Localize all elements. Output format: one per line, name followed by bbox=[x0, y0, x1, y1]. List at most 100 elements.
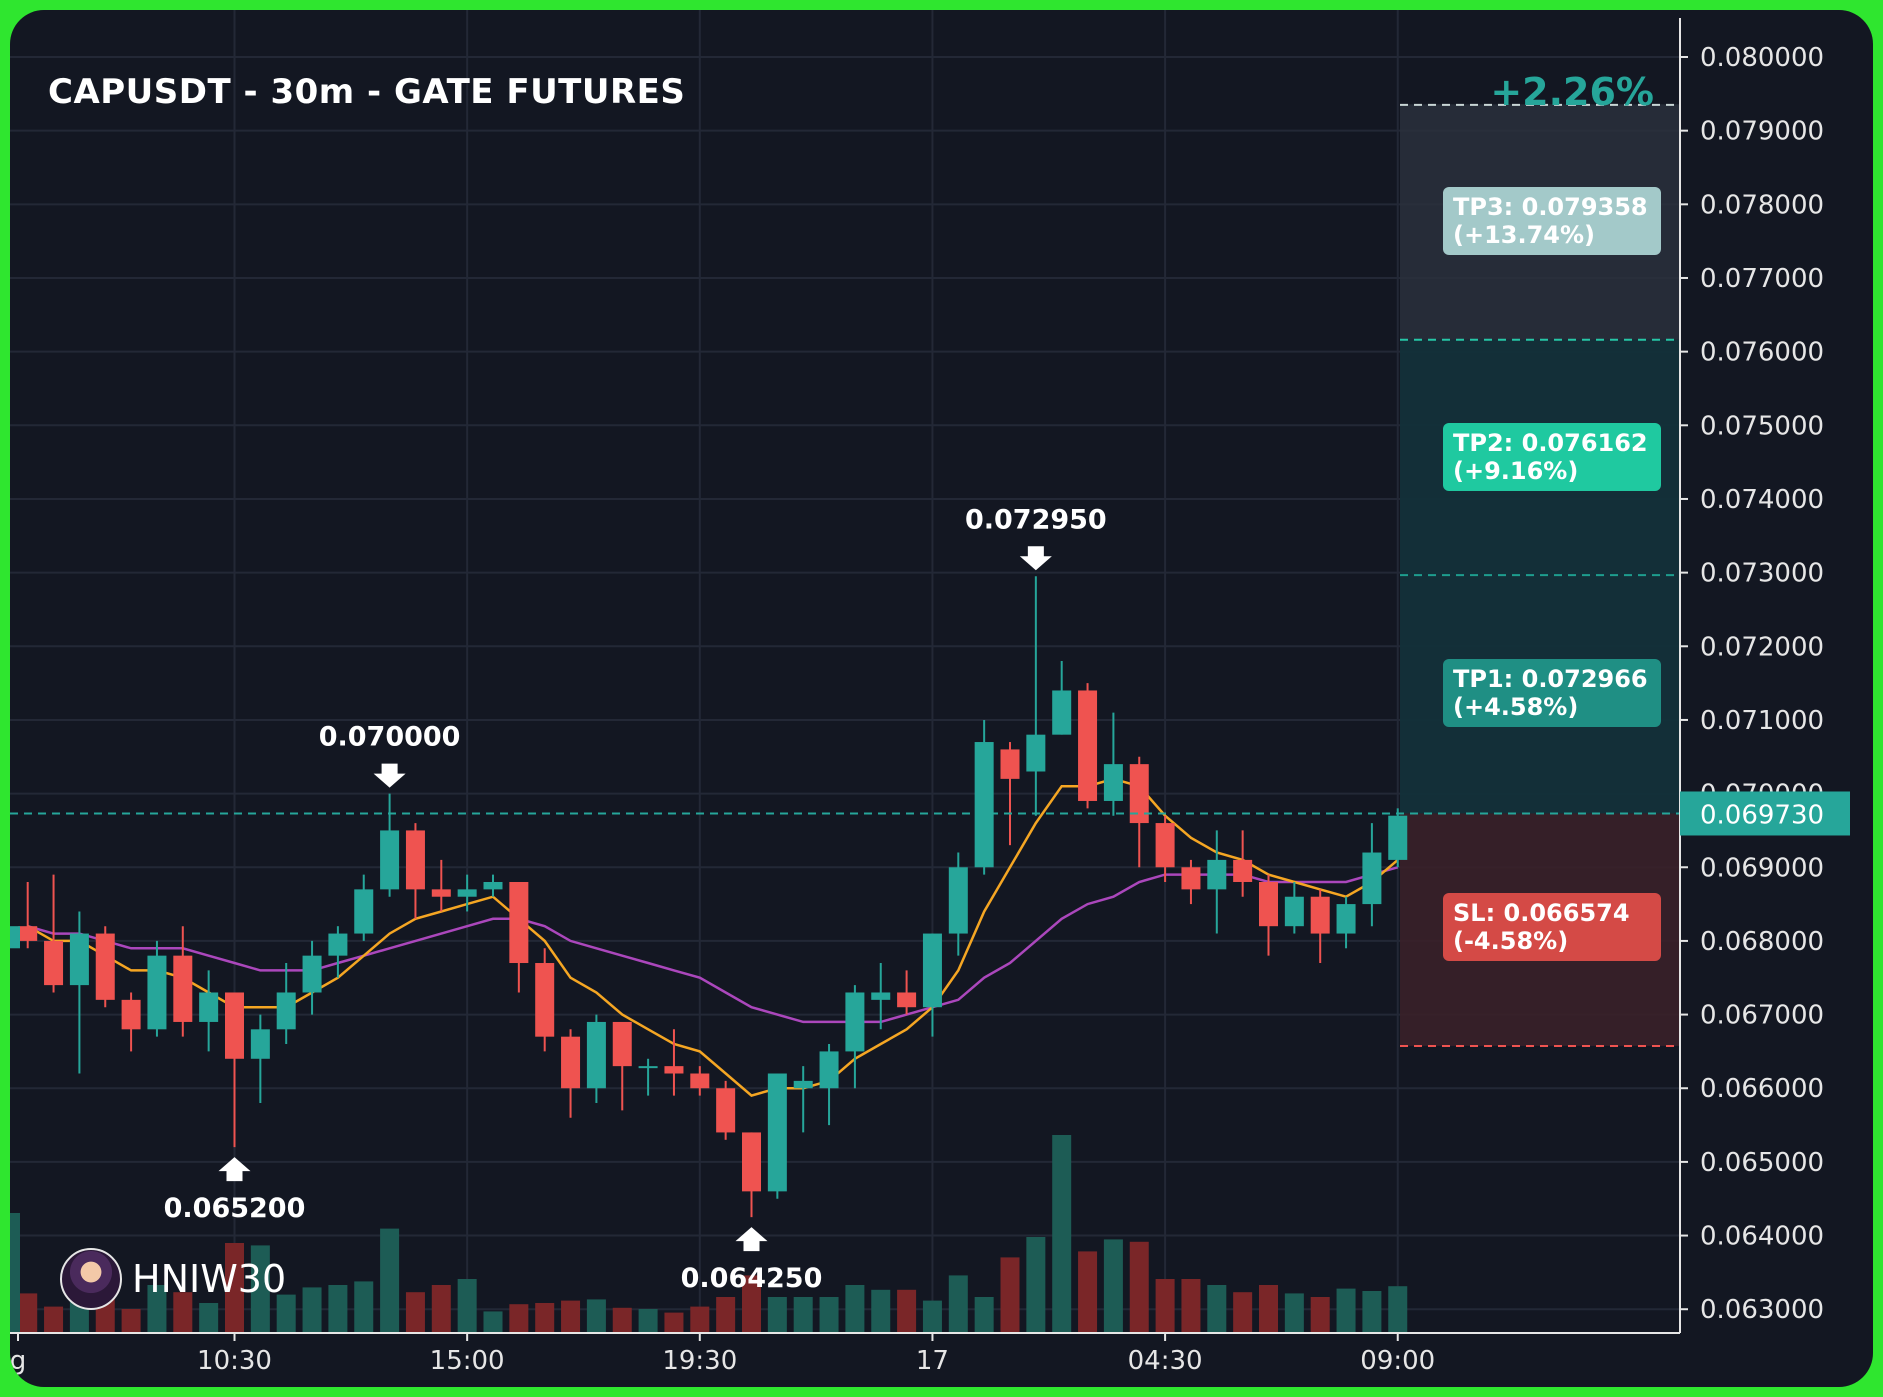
candle[interactable] bbox=[638, 1058, 658, 1096]
candle[interactable] bbox=[199, 970, 219, 1052]
x-tick-label: 04:30 bbox=[1128, 1346, 1203, 1376]
volume-bar bbox=[44, 1306, 64, 1333]
volume-bar bbox=[250, 1245, 270, 1333]
candle[interactable] bbox=[612, 1021, 632, 1111]
candle[interactable] bbox=[561, 1029, 581, 1118]
y-tick-label: 0.069000 bbox=[1700, 853, 1824, 883]
candle-body bbox=[1388, 815, 1408, 860]
candle[interactable] bbox=[1233, 830, 1253, 897]
volume-bar bbox=[716, 1297, 736, 1333]
candle[interactable] bbox=[121, 992, 141, 1052]
candle[interactable] bbox=[457, 874, 477, 912]
y-tick-label: 0.078000 bbox=[1700, 190, 1824, 220]
candle-body bbox=[1155, 823, 1175, 868]
candle[interactable] bbox=[173, 926, 193, 1037]
candle[interactable] bbox=[922, 933, 942, 1037]
candle[interactable] bbox=[1078, 683, 1098, 809]
volume-bar bbox=[767, 1297, 787, 1333]
candle-body bbox=[1284, 896, 1304, 927]
candle-body bbox=[457, 889, 477, 897]
candle[interactable] bbox=[1155, 815, 1175, 882]
volume-bar bbox=[1129, 1241, 1149, 1333]
candle[interactable] bbox=[1181, 859, 1201, 905]
volume-bar bbox=[121, 1309, 141, 1333]
sl-percent: (-4.58%) bbox=[1453, 927, 1569, 955]
candle[interactable] bbox=[897, 970, 917, 1015]
candle[interactable] bbox=[69, 911, 89, 1074]
candle-body bbox=[664, 1066, 684, 1074]
candlesticks[interactable] bbox=[10, 576, 1408, 1218]
candle-body bbox=[380, 830, 400, 890]
candle[interactable] bbox=[1129, 756, 1149, 868]
candle[interactable] bbox=[44, 874, 64, 993]
candle[interactable] bbox=[328, 926, 348, 978]
volume-bar bbox=[147, 1285, 167, 1333]
candle[interactable] bbox=[871, 963, 891, 1030]
candle[interactable] bbox=[1310, 889, 1330, 964]
candle-body bbox=[948, 867, 968, 934]
candle[interactable] bbox=[535, 948, 555, 1052]
candle-body bbox=[354, 889, 374, 934]
candle[interactable] bbox=[509, 881, 529, 993]
up-arrow-icon bbox=[735, 1227, 768, 1252]
candle[interactable] bbox=[354, 874, 374, 941]
volume-bar bbox=[302, 1287, 322, 1333]
candle[interactable] bbox=[302, 940, 322, 1015]
candle-body bbox=[225, 992, 244, 1059]
candle-body bbox=[276, 992, 296, 1030]
tp2-label: TP2: 0.076162 (+9.16%) bbox=[1443, 423, 1661, 491]
ma-fast-line bbox=[27, 777, 1399, 1097]
candle[interactable] bbox=[1362, 823, 1382, 927]
candle-body bbox=[1026, 734, 1046, 772]
candle[interactable] bbox=[95, 926, 115, 1008]
candle-body bbox=[121, 999, 141, 1030]
candle[interactable] bbox=[1052, 661, 1072, 735]
candle[interactable] bbox=[225, 992, 244, 1148]
y-tick-label: 0.068000 bbox=[1700, 927, 1824, 957]
candle[interactable] bbox=[690, 1066, 710, 1096]
volume-bar bbox=[871, 1289, 891, 1333]
volume-bar bbox=[1181, 1279, 1201, 1333]
candle-body bbox=[767, 1073, 787, 1192]
candle[interactable] bbox=[431, 859, 451, 912]
tp1-percent: (+4.58%) bbox=[1453, 693, 1579, 721]
price-annotations: 0.070000 0.065200 0.064250 0.072950 bbox=[164, 504, 1107, 1294]
candle[interactable] bbox=[380, 793, 400, 897]
candle[interactable] bbox=[716, 1080, 736, 1140]
candle[interactable] bbox=[845, 985, 865, 1089]
candle[interactable] bbox=[1259, 874, 1278, 956]
candle[interactable] bbox=[1284, 881, 1304, 934]
y-tick-label: 0.075000 bbox=[1700, 411, 1824, 441]
candle[interactable] bbox=[250, 1014, 270, 1103]
candle[interactable] bbox=[742, 1132, 761, 1218]
candle[interactable] bbox=[767, 1073, 787, 1199]
candle[interactable] bbox=[1000, 742, 1020, 846]
up-arrow-icon bbox=[218, 1157, 251, 1182]
candle[interactable] bbox=[1026, 576, 1046, 816]
candle[interactable] bbox=[1207, 830, 1227, 934]
y-tick-label: 0.064000 bbox=[1700, 1222, 1824, 1252]
candle[interactable] bbox=[819, 1044, 839, 1126]
candle[interactable] bbox=[18, 881, 38, 949]
candle[interactable] bbox=[147, 940, 167, 1037]
candle[interactable] bbox=[664, 1029, 684, 1096]
candle-body bbox=[44, 940, 64, 986]
candle-body bbox=[18, 926, 38, 941]
candle[interactable] bbox=[276, 963, 296, 1045]
candle-body bbox=[147, 955, 167, 1030]
candle[interactable] bbox=[1103, 712, 1123, 816]
candle[interactable] bbox=[1388, 808, 1408, 868]
candle[interactable] bbox=[1336, 896, 1356, 949]
candle-body bbox=[922, 933, 942, 1008]
candle[interactable] bbox=[483, 874, 503, 897]
candle-body bbox=[974, 742, 994, 868]
candle[interactable] bbox=[793, 1066, 813, 1133]
tp2-price: TP2: 0.076162 bbox=[1453, 429, 1648, 457]
candle[interactable] bbox=[405, 823, 425, 919]
volume-bar bbox=[1155, 1279, 1175, 1333]
candle-body bbox=[535, 963, 555, 1037]
candle[interactable] bbox=[586, 1014, 606, 1103]
candle[interactable] bbox=[974, 719, 994, 875]
candle[interactable] bbox=[948, 852, 968, 956]
candle-body bbox=[431, 889, 451, 897]
